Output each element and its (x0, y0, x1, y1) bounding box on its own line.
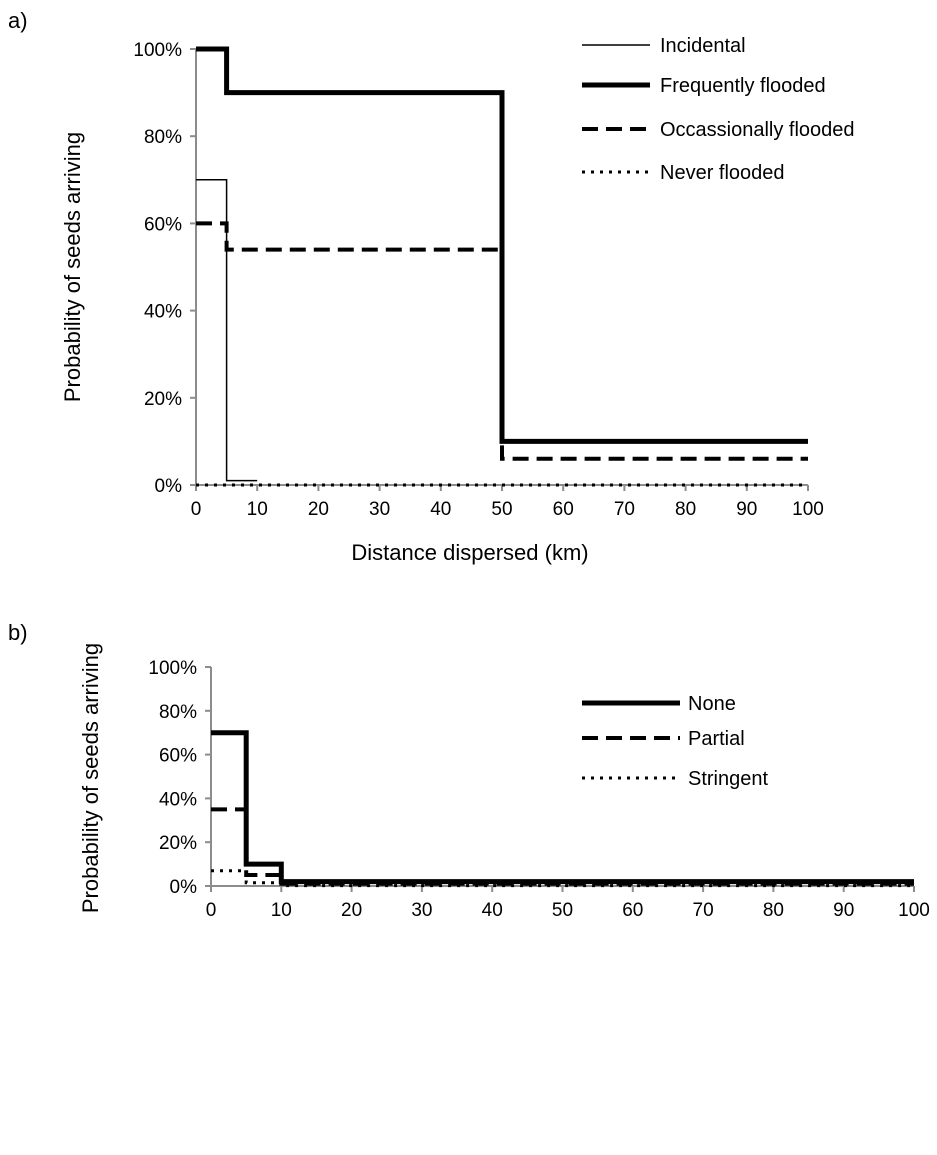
legend: Incidental Frequently flooded Occassionall… (582, 35, 855, 184)
y-tick-label: 40% (159, 789, 197, 810)
x-tick-label: 90 (736, 499, 757, 520)
series-line-incidental (196, 179, 258, 482)
y-tick-label: 100% (148, 658, 197, 679)
x-axis-title: Distance dispersed (km) (351, 540, 588, 565)
x-tick-label: 60 (622, 900, 643, 921)
legend-label: Stringent (688, 768, 768, 790)
y-tick-label: 0% (155, 476, 183, 497)
x-tick-label: 70 (614, 499, 635, 520)
y-tick-label: 40% (144, 302, 182, 323)
x-tick-label: 10 (271, 900, 292, 921)
y-tick-label: 60% (159, 746, 197, 767)
y-tick-label: 80% (144, 127, 182, 148)
x-tick-label: 30 (369, 499, 390, 520)
x-tick-label: 80 (675, 499, 696, 520)
legend: None Partial Stringent (582, 693, 768, 790)
y-tick-label: 60% (144, 214, 182, 235)
y-axis-title: Probability of seeds arriving (60, 132, 85, 402)
legend-label: None (688, 693, 736, 715)
x-tick-label: 0 (191, 499, 202, 520)
x-tick-label: 70 (693, 900, 714, 921)
series-line-incidental (196, 48, 808, 443)
x-tick-label: 30 (411, 900, 432, 921)
x-tick-label: 50 (491, 499, 512, 520)
x-tick-label: 40 (482, 900, 503, 921)
x-tick-label: 0 (206, 900, 217, 921)
series-line-none (211, 730, 914, 885)
x-tick-label: 40 (430, 499, 451, 520)
legend-label: Never flooded (660, 162, 785, 184)
x-tick-label: 80 (763, 900, 784, 921)
series-line-stringent (211, 869, 914, 888)
legend-label: Occassionally flooded (660, 119, 855, 141)
panel-label: a) (8, 8, 28, 33)
x-tick-label: 20 (308, 499, 329, 520)
chart-panel-a: a) 0% 20% 40% 60% 80% 100% 0 10 20 30 40 50 60 70 80 90 1… (8, 8, 855, 565)
x-tick-label: 60 (553, 499, 574, 520)
legend-label: Frequently flooded (660, 75, 826, 97)
y-tick-label: 0% (170, 877, 198, 898)
x-tick-label: 90 (833, 900, 854, 921)
series-line-partial (211, 807, 914, 886)
y-tick-label: 20% (144, 389, 182, 410)
legend-label: Partial (688, 728, 745, 750)
y-tick-label: 100% (133, 40, 182, 61)
x-tick-label: 20 (341, 900, 362, 921)
y-tick-label: 20% (159, 833, 197, 854)
x-tick-label: 100 (898, 900, 930, 921)
y-axis-title: Probability of seeds arriving (78, 643, 103, 913)
x-tick-label: 100 (792, 499, 824, 520)
y-tick-label: 80% (159, 702, 197, 723)
panel-label: b) (8, 620, 28, 645)
legend-label: Incidental (660, 35, 746, 57)
chart-panel-b: b) 0% 20% 40% 60% 80% 100% 0 10 20 30 40 50 60 70 80 90 1… (8, 620, 930, 921)
series-line-occassionally-flooded (196, 221, 808, 461)
x-tick-label: 10 (247, 499, 268, 520)
x-tick-label: 50 (552, 900, 573, 921)
